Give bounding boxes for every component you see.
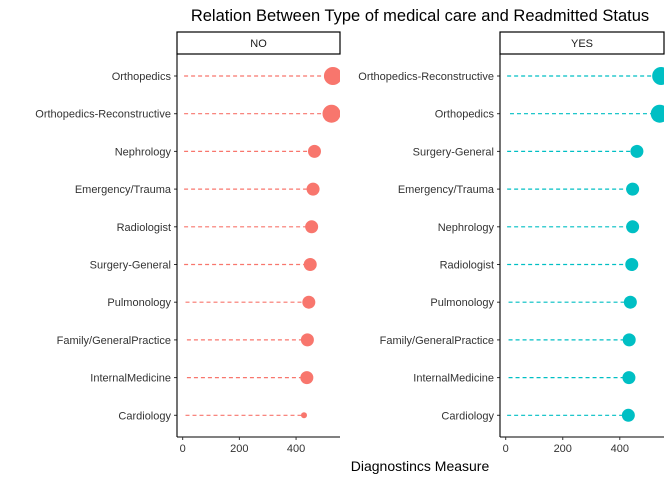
- category-label: Orthopedics: [435, 109, 495, 121]
- category-label: Surgery-General: [413, 146, 494, 158]
- data-point: [630, 144, 644, 158]
- facet-panel-no: NO Orthopedics Orthopedics-Reconstructive N…: [35, 31, 341, 455]
- category-label: Surgery-General: [90, 260, 171, 272]
- facet-strip-label: YES: [571, 38, 593, 50]
- category-label: Orthopedics-Reconstructive: [358, 71, 494, 83]
- category-label: InternalMedicine: [90, 373, 171, 385]
- data-point: [623, 295, 637, 309]
- category-label: Family/GeneralPractice: [380, 335, 494, 347]
- category-label: Pulmonology: [107, 297, 171, 309]
- x-axis-title: Diagnostincs Measure: [351, 458, 490, 474]
- data-point: [307, 144, 321, 158]
- data-point: [300, 333, 314, 347]
- facet-strip: [176, 31, 341, 55]
- category-label: Emergency/Trauma: [75, 184, 172, 196]
- category-label: Radiologist: [440, 260, 494, 272]
- category-label: Radiologist: [117, 222, 171, 234]
- category-label: Family/GeneralPractice: [57, 335, 171, 347]
- category-label: Cardiology: [441, 410, 494, 422]
- x-tick-label: 0: [180, 443, 186, 455]
- data-point: [303, 258, 317, 271]
- facet-panel-yes: YES Orthopedics-Reconstructive Orthopedics…: [358, 31, 665, 455]
- data-point: [621, 408, 635, 422]
- facet-strip-label: NO: [250, 38, 267, 50]
- category-label: Nephrology: [115, 146, 172, 158]
- category-label: Orthopedics: [112, 71, 172, 83]
- plot-area: [507, 67, 664, 422]
- x-tick-label: 200: [554, 443, 572, 455]
- data-point: [626, 182, 640, 196]
- x-tick-label: 0: [503, 443, 509, 455]
- category-label: Orthopedics-Reconstructive: [35, 109, 171, 121]
- plot-area: [184, 67, 340, 419]
- data-point: [626, 220, 640, 234]
- facet-panels: NO Orthopedics Orthopedics-Reconstructive N…: [35, 31, 665, 455]
- x-tick-label: 400: [287, 443, 305, 455]
- category-label: Cardiology: [118, 410, 171, 422]
- data-point: [622, 371, 636, 385]
- category-label: Pulmonology: [430, 297, 494, 309]
- data-point: [625, 258, 639, 271]
- data-point: [300, 412, 307, 419]
- x-tick-label: 400: [611, 443, 629, 455]
- x-tick-label: 200: [230, 443, 248, 455]
- data-point: [322, 104, 340, 123]
- chart-title: Relation Between Type of medical care an…: [191, 7, 649, 25]
- data-point: [652, 67, 664, 85]
- data-point: [305, 220, 319, 234]
- data-point: [650, 104, 664, 123]
- data-point: [306, 182, 320, 196]
- category-label: InternalMedicine: [413, 373, 494, 385]
- data-point: [622, 333, 636, 347]
- category-label: Emergency/Trauma: [398, 184, 495, 196]
- data-point: [300, 371, 314, 385]
- data-point: [302, 295, 316, 309]
- category-label: Nephrology: [438, 222, 495, 234]
- facet-strip: [499, 31, 665, 55]
- data-point: [323, 67, 340, 85]
